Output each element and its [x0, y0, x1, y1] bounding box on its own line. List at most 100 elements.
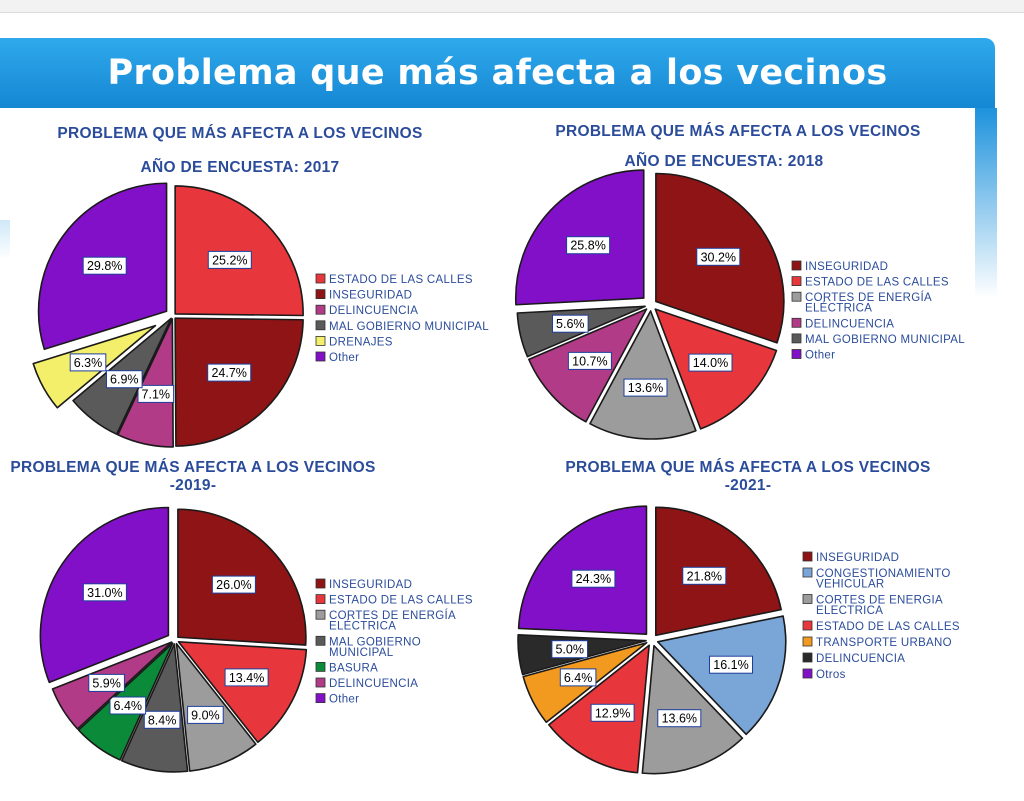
data-label-box [551, 640, 589, 659]
data-label-box [566, 236, 611, 255]
data-label-box [207, 363, 252, 382]
legend-label: INSEGURIDAD [816, 552, 899, 564]
pie-chart-2017: PROBLEMA QUE MÁS AFECTA A LOS VECINOS AÑ… [32, 125, 489, 448]
legend-swatch [802, 652, 813, 663]
side-decoration [0, 220, 10, 260]
legend-label: Other [805, 350, 835, 362]
legend-label: CORTES DE ENERGÍA ELÉCTRICA [805, 291, 932, 315]
legend-swatch [791, 333, 802, 344]
legend-label: DELINCUENCIA [805, 318, 894, 330]
data-label-box [109, 696, 147, 715]
pie-chart-2019: PROBLEMA QUE MÁS AFECTA A LOS VECINOS -2… [10, 459, 473, 773]
legend-label: CORTES DE ENERGÍA ELÉCTRICA [329, 609, 456, 633]
data-label-box [224, 668, 269, 687]
legend-label: INSEGURIDAD [805, 261, 888, 273]
pie-slice [174, 185, 304, 317]
legend-label: Other [329, 694, 359, 706]
legend-swatch [315, 273, 326, 284]
data-label-box [567, 351, 612, 370]
legend-label: CORTES DE ENERGIA ELECTRICA [816, 595, 943, 618]
legend-swatch [315, 594, 326, 604]
legend-swatch [791, 349, 802, 359]
data-label-box [590, 703, 635, 722]
data-label: 8.4% [148, 713, 177, 727]
data-label: 13.4% [229, 671, 264, 685]
pie-chart-2018: PROBLEMA QUE MÁS AFECTA A LOS VECINOS AÑ… [514, 123, 965, 440]
pie-legend: INSEGURIDAD CONGESTIONAMIENTO VEHICULAR COR… [802, 551, 960, 681]
data-label-box [688, 353, 733, 372]
data-label-box [696, 247, 741, 266]
legend-swatch [315, 677, 326, 688]
data-label: 6.3% [74, 356, 103, 370]
data-label: 9.0% [191, 708, 220, 722]
pie-legend: ESTADO DE LAS CALLES INSEGURIDAD DELINCUEN… [315, 273, 489, 364]
data-label: 5.9% [92, 676, 121, 690]
legend-label: CONGESTIONAMIENTO VEHICULAR [816, 568, 951, 591]
chart-title: PROBLEMA QUE MÁS AFECTA A LOS VECINOS [10, 459, 375, 476]
legend-swatch [791, 276, 802, 287]
data-label: 25.8% [570, 239, 605, 253]
data-label: 24.3% [576, 572, 611, 586]
data-label: 30.2% [701, 250, 736, 264]
data-label: 25.2% [212, 253, 247, 267]
legend-label: Otros [816, 669, 846, 681]
data-label-box [143, 710, 181, 729]
data-label-box [69, 353, 107, 372]
legend-label: MAL GOBIERNO MUNICIPAL [805, 334, 965, 346]
legend-swatch [791, 291, 802, 302]
page-title: Problema que más afecta a los vecinos [107, 53, 888, 93]
legend-label: DELINCUENCIA [329, 305, 418, 317]
data-label: 29.8% [87, 259, 122, 273]
legend-swatch [791, 317, 802, 328]
legend-label: INSEGURIDAD [329, 290, 412, 302]
legend-swatch [802, 668, 813, 679]
data-label: 6.4% [564, 671, 593, 685]
legend-label: BASURA [329, 662, 378, 674]
legend-swatch [315, 635, 326, 646]
chart-title: PROBLEMA QUE MÁS AFECTA A LOS VECINOS [565, 459, 930, 476]
chart-title: PROBLEMA QUE MÁS AFECTA A LOS VECINOS [555, 123, 920, 140]
pie-slices: 30.2% 14.0% 13.6% 10.7% 5.6% 25.8% [514, 169, 785, 440]
legend-label: DRENAJES [329, 336, 393, 348]
data-label-box [88, 673, 125, 692]
legend-label: INSEGURIDAD [329, 579, 412, 591]
chart-subtitle: AÑO DE ENCUESTA: 2017 [141, 158, 340, 176]
legend-label: DELINCUENCIA [329, 678, 418, 690]
pie-slices: 26.0% 13.4% 9.0% 8.4% 6.4% 5.9% 31.0% [39, 506, 308, 773]
data-label: 6.9% [110, 373, 139, 387]
legend-swatch [315, 289, 326, 300]
data-label: 13.6% [628, 381, 663, 395]
data-label: 13.6% [662, 712, 697, 726]
legend-label: TRANSPORTE URBANO [816, 637, 952, 649]
chart-title: PROBLEMA QUE MÁS AFECTA A LOS VECINOS [57, 125, 422, 142]
data-label-box [682, 566, 727, 585]
pie-slices: 25.2% 24.7% 7.1%6.9% 6.3% 29.8% [32, 182, 304, 448]
legend-label: MAL GOBIERNO MUNICIPAL [329, 636, 421, 659]
data-label-box [106, 370, 143, 389]
data-label-box [709, 655, 753, 674]
legend-swatch [802, 551, 813, 562]
legend-swatch [791, 260, 802, 271]
data-label-box [137, 384, 175, 403]
data-label: 31.0% [87, 586, 122, 600]
legend-swatch [315, 693, 326, 703]
pie-legend: INSEGURIDAD ESTADO DE LAS CALLES CORTES DE… [315, 578, 473, 706]
legend-swatch [315, 320, 326, 331]
legend-label: ESTADO DE LAS CALLES [329, 274, 473, 286]
data-label: 10.7% [572, 354, 607, 368]
legend-label: Other [329, 352, 359, 364]
data-label: 6.4% [114, 699, 143, 713]
data-label: 21.8% [687, 569, 722, 583]
data-label: 7.1% [142, 387, 171, 401]
data-label-box [207, 250, 252, 269]
data-label-box [559, 668, 597, 687]
legend-swatch [315, 578, 326, 589]
pie-slice [174, 317, 304, 447]
legend-label: ESTADO DE LAS CALLES [805, 277, 949, 289]
data-label-box [211, 575, 256, 594]
legend-swatch [315, 335, 326, 346]
banner-decoration [975, 108, 997, 298]
pie-chart-2021: PROBLEMA QUE MÁS AFECTA A LOS VECINOS -2… [517, 459, 960, 775]
data-label: 26.0% [216, 578, 251, 592]
